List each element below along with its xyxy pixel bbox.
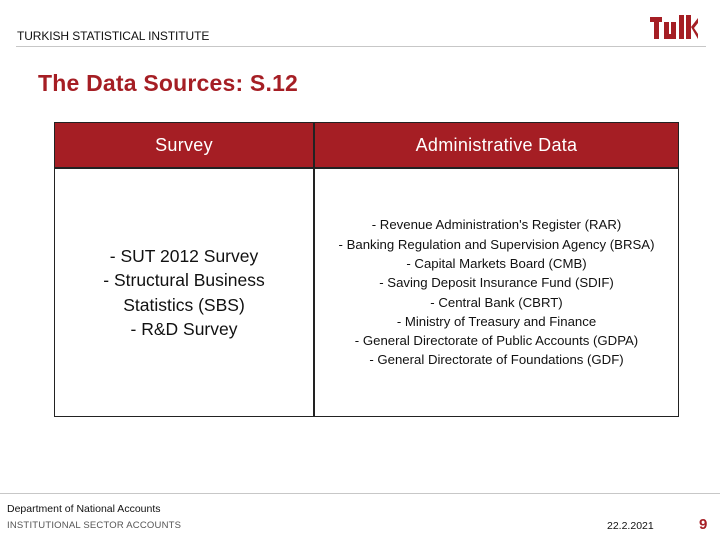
survey-item: - SUT 2012 Survey [109, 245, 259, 266]
admin-item: - Banking Regulation and Supervision Age… [338, 236, 655, 252]
table-header-rule [55, 167, 678, 169]
admin-item: - Central Bank (CBRT) [430, 294, 563, 310]
admin-item: - General Directorate of Public Accounts… [354, 333, 639, 349]
survey-item: - Structural Business [103, 270, 265, 290]
survey-item: Statistics (SBS) [123, 294, 245, 315]
admin-item: - General Directorate of Foundations (GD… [369, 352, 624, 368]
footer-date: 22.2.2021 [607, 520, 654, 532]
survey-cell: - SUT 2012 Survey - Structural Business … [55, 169, 313, 416]
admin-item: - Ministry of Treasury and Finance [396, 313, 597, 329]
table-header-survey: Survey [55, 123, 313, 167]
footer-department: Department of National Accounts [7, 503, 161, 515]
survey-item: - R&D Survey [130, 319, 238, 339]
table-column-divider [313, 123, 315, 416]
table-header-administrative-data: Administrative Data [315, 123, 678, 167]
admin-item: - Revenue Administration's Register (RAR… [371, 217, 622, 233]
footer-rule [0, 493, 720, 494]
admin-item: - Capital Markets Board (CMB) [406, 255, 587, 271]
admin-item: - Saving Deposit Insurance Fund (SDIF) [379, 275, 614, 291]
tuik-logo-icon [650, 15, 698, 39]
footer-subdepartment: INSTITUTIONAL SECTOR ACCOUNTS [7, 520, 182, 531]
header-rule [16, 46, 706, 47]
page-title: The Data Sources: S.12 [38, 70, 299, 96]
data-sources-table: Survey Administrative Data - SUT 2012 Su… [54, 122, 679, 417]
page-number: 9 [699, 516, 708, 533]
administrative-data-cell: - Revenue Administration's Register (RAR… [315, 169, 678, 416]
org-header: TURKISH STATISTICAL INSTITUTE [17, 29, 210, 43]
